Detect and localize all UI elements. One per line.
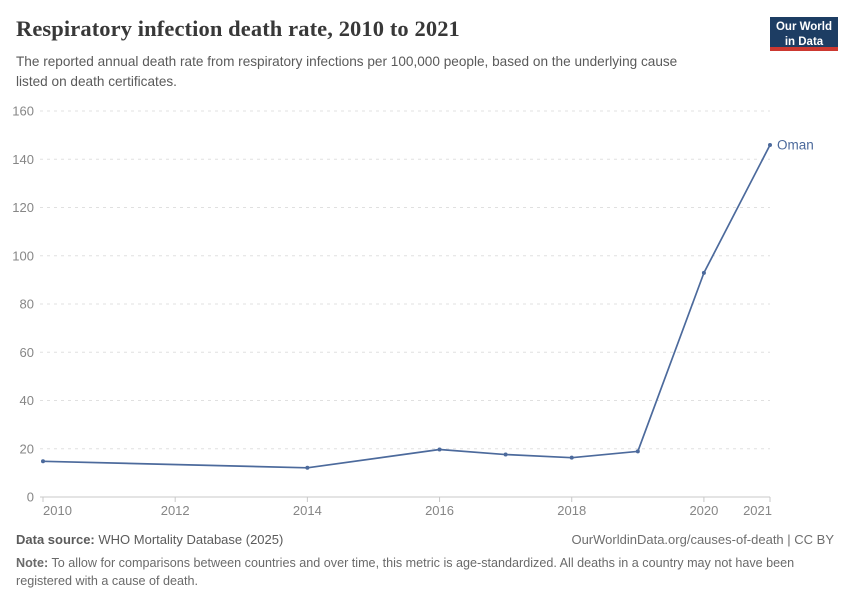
y-tick-label-100: 100 [12, 248, 34, 263]
x-tick-label-2010: 2010 [43, 503, 72, 518]
note-line1: To allow for comparisons between countri… [51, 556, 795, 570]
x-tick-label-2012: 2012 [161, 503, 190, 518]
data-source-value[interactable]: WHO Mortality Database (2025) [98, 532, 284, 547]
x-tick-label-2014: 2014 [293, 503, 322, 518]
x-tick-label-2021: 2021 [743, 503, 772, 518]
y-tick-label-120: 120 [12, 200, 34, 215]
x-tick-label-2018: 2018 [557, 503, 586, 518]
x-tick-label-2016: 2016 [425, 503, 454, 518]
y-tick-label-140: 140 [12, 152, 34, 167]
note-line2: registered with a cause of death. [16, 573, 199, 588]
data-source-label: Data source: [16, 532, 95, 547]
series-end-label-oman[interactable]: Oman [777, 138, 814, 153]
owid-logo-line1: Our World [775, 21, 832, 33]
chart-title: Respiratory infection death rate, 2010 t… [16, 16, 460, 41]
y-tick-label-20: 20 [20, 441, 34, 456]
owid-logo[interactable]: Our World in Data [770, 17, 838, 51]
oman-point-2017[interactable] [503, 452, 508, 457]
oman-line-series[interactable] [42, 144, 771, 469]
oman-point-2020[interactable] [701, 270, 706, 275]
y-tick-label-40: 40 [20, 393, 34, 408]
y-tick-label-80: 80 [20, 297, 34, 312]
owid-logo-line2: in Data [784, 35, 824, 48]
y-tick-label-60: 60 [20, 345, 34, 360]
y-tick-label-0: 0 [27, 490, 34, 505]
oman-point-2019[interactable] [635, 449, 640, 454]
x-tick-label-2020: 2020 [689, 503, 718, 518]
oman-point-2014[interactable] [305, 465, 310, 470]
note-row: Note: To allow for comparisons between c… [16, 555, 834, 591]
oman-point-2018[interactable] [569, 455, 574, 460]
note-label: Note: [16, 556, 49, 570]
data-source-row: Data source: WHO Mortality Database (202… [16, 532, 834, 547]
oman-point-2016[interactable] [437, 447, 442, 452]
chart-subtitle-line2: listed on death certificates. [16, 73, 177, 89]
y-tick-label-160: 160 [12, 104, 34, 119]
chart-subtitle-line1: The reported annual death rate from resp… [16, 54, 678, 69]
chart-subtitle: The reported annual death rate from resp… [16, 52, 764, 91]
citation-link[interactable]: OurWorldinData.org/causes-of-death | CC … [571, 532, 834, 547]
oman-point-2021[interactable] [768, 143, 772, 148]
oman-point-2010[interactable] [41, 459, 45, 464]
